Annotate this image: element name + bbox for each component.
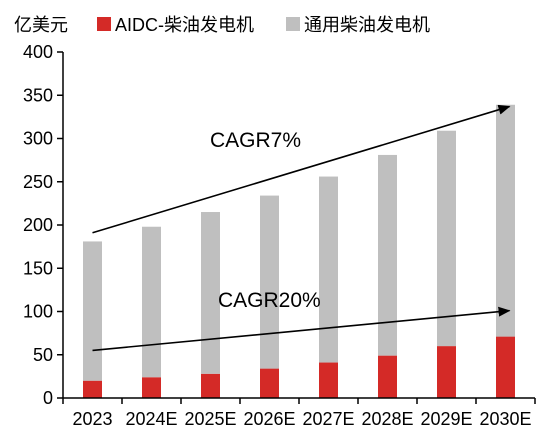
y-tick-label: 0 — [43, 388, 53, 408]
bar-general-2024E — [142, 226, 161, 378]
x-tick-label: 2025E — [184, 409, 236, 429]
bar-aidc-2024E — [142, 377, 161, 398]
bar-general-2023 — [83, 241, 102, 381]
bar-general-2026E — [260, 195, 279, 369]
y-axis: 0 50 100 150 200 250 300 350 400 — [23, 42, 64, 408]
x-axis: 2023 2024E 2025E 2026E 2027E 2028E 2029E 2030E — [62, 397, 536, 429]
bar-aidc-2025E — [201, 373, 220, 398]
y-tick-label: 200 — [23, 215, 53, 235]
bar-general-2025E — [201, 212, 220, 374]
bars-group — [83, 104, 515, 398]
x-tick-label: 2024E — [125, 409, 177, 429]
cagr-arrow-total — [92, 104, 511, 234]
bar-general-2030E — [496, 104, 515, 337]
y-tick-label: 300 — [23, 129, 53, 149]
x-tick-label: 2026E — [243, 409, 295, 429]
y-tick-label: 100 — [23, 302, 53, 322]
y-tick-label: 250 — [23, 172, 53, 192]
y-tick-label: 150 — [23, 258, 53, 278]
y-tick-label: 50 — [33, 345, 53, 365]
y-tick-label: 400 — [23, 42, 53, 62]
bar-general-2029E — [437, 130, 456, 347]
unit-label: 亿美元 — [14, 15, 68, 35]
y-tick-label: 350 — [23, 85, 53, 105]
bar-aidc-2023 — [83, 380, 102, 398]
x-tick-label: 2029E — [420, 409, 472, 429]
cagr-arrow-aidc — [92, 306, 511, 352]
legend-label-aidc: AIDC-柴油发电机 — [115, 15, 254, 35]
x-tick-label: 2027E — [302, 409, 354, 429]
legend: AIDC-柴油发电机 通用柴油发电机 — [97, 15, 430, 35]
bar-general-2027E — [319, 176, 338, 363]
bar-aidc-2026E — [260, 368, 279, 398]
bar-aidc-2029E — [437, 346, 456, 398]
bar-aidc-2027E — [319, 362, 338, 398]
legend-swatch-aidc — [97, 17, 111, 31]
bar-aidc-2028E — [378, 355, 397, 398]
bar-general-2028E — [378, 154, 397, 356]
legend-label-general: 通用柴油发电机 — [304, 15, 430, 35]
cagr-label-aidc: CAGR20% — [218, 289, 321, 312]
bar-aidc-2030E — [496, 336, 515, 398]
cagr-label-total: CAGR7% — [210, 129, 301, 152]
legend-swatch-general — [286, 17, 300, 31]
x-tick-label: 2030E — [479, 409, 531, 429]
x-tick-label: 2028E — [361, 409, 413, 429]
x-tick-label: 2023 — [72, 409, 112, 429]
